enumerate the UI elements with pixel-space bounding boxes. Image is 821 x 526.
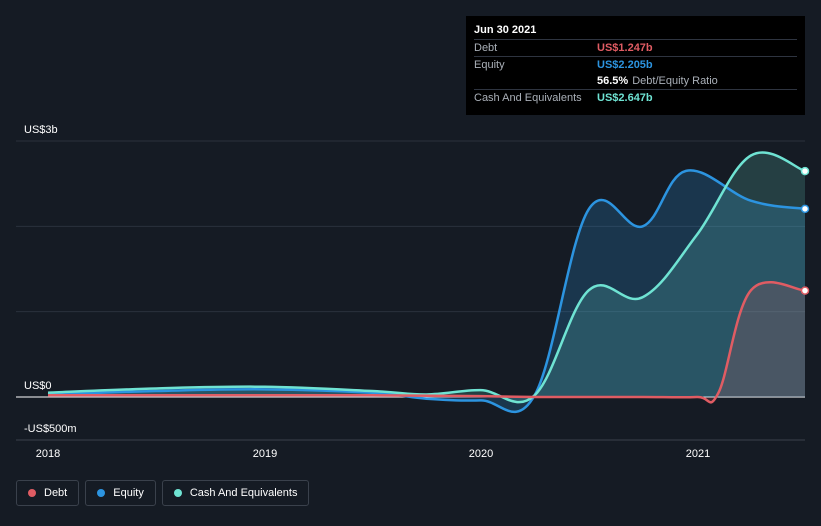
y-tick-label: -US$500m [24, 423, 77, 435]
tooltip-row-cash: Cash And Equivalents US$2.647b [474, 89, 797, 106]
series-area [48, 170, 805, 412]
x-tick-label: 2018 [36, 448, 60, 460]
series-line [47, 151, 806, 404]
tooltip-row-ratio: 56.5% Debt/Equity Ratio [474, 73, 797, 89]
chart-tooltip: Jun 30 2021 Debt US$1.247b Equity US$2.2… [466, 16, 805, 115]
series-endpoint [800, 286, 810, 295]
legend-dot-icon [28, 489, 36, 497]
tooltip-ratio-value: 56.5% [597, 75, 629, 87]
series-endpoint [800, 204, 810, 214]
tooltip-date: Jun 30 2021 [474, 24, 537, 36]
series-endpoint [800, 166, 810, 176]
series-area [48, 282, 805, 403]
legend-label: Cash And Equivalents [189, 487, 298, 499]
tooltip-ratio-label: Debt/Equity Ratio [632, 75, 718, 87]
series-area [48, 152, 805, 403]
tooltip-label: Equity [474, 59, 505, 71]
chart-legend: Debt Equity Cash And Equivalents [16, 480, 310, 506]
x-tick-label: 2020 [469, 448, 493, 460]
series-areas [48, 152, 805, 412]
legend-dot-icon [97, 489, 106, 497]
tooltip-value: US$1.247b [597, 42, 653, 54]
tooltip-row-equity: Equity US$2.205b [474, 56, 797, 73]
legend-item-cash[interactable]: Cash And Equivalents [161, 480, 310, 506]
legend-dot-icon [173, 489, 182, 497]
x-tick-label: 2021 [686, 448, 710, 460]
legend-label: Debt [44, 487, 68, 499]
series-line [48, 280, 806, 404]
tooltip-row-debt: Debt US$1.247b [474, 39, 797, 56]
y-tick-label: US$0 [24, 380, 52, 392]
legend-item-equity[interactable]: Equity [85, 480, 156, 506]
series-lines [47, 151, 806, 414]
legend-label: Equity [113, 487, 144, 499]
series-line [47, 169, 806, 414]
tooltip-value: US$2.647b [597, 92, 653, 104]
y-tick-label: US$3b [24, 124, 58, 136]
tooltip-value: US$2.205b [597, 59, 653, 71]
series-endpoints [800, 166, 810, 295]
tooltip-label: Debt [474, 42, 498, 54]
x-tick-label: 2019 [253, 448, 277, 460]
tooltip-label: Cash And Equivalents [474, 92, 582, 104]
legend-item-debt[interactable]: Debt [16, 480, 80, 506]
